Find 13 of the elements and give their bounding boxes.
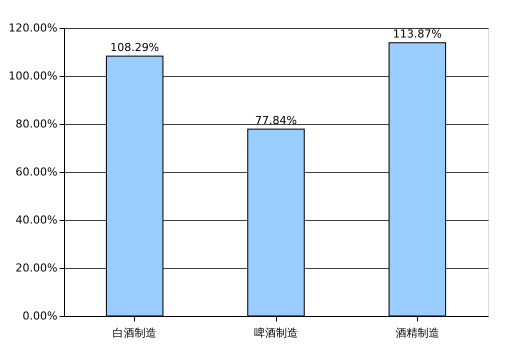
y-tick-label: 80.00% bbox=[16, 118, 58, 130]
data-label: 77.84% bbox=[255, 114, 297, 128]
x-tick-label: 啤酒制造 bbox=[254, 326, 298, 340]
y-tick-label: 120.00% bbox=[8, 22, 58, 34]
y-tick-label: 0.00% bbox=[22, 310, 58, 322]
y-tick-label: 20.00% bbox=[16, 262, 58, 274]
x-tick-label: 酒精制造 bbox=[395, 326, 440, 340]
x-tick-label: 白酒制造 bbox=[112, 326, 157, 340]
y-tick-label: 60.00% bbox=[16, 166, 58, 178]
data-label: 108.29% bbox=[110, 41, 160, 54]
data-label: 113.87% bbox=[392, 28, 442, 41]
y-tick-label: 100.00% bbox=[8, 70, 58, 82]
y-tick-label: 40.00% bbox=[16, 214, 58, 226]
